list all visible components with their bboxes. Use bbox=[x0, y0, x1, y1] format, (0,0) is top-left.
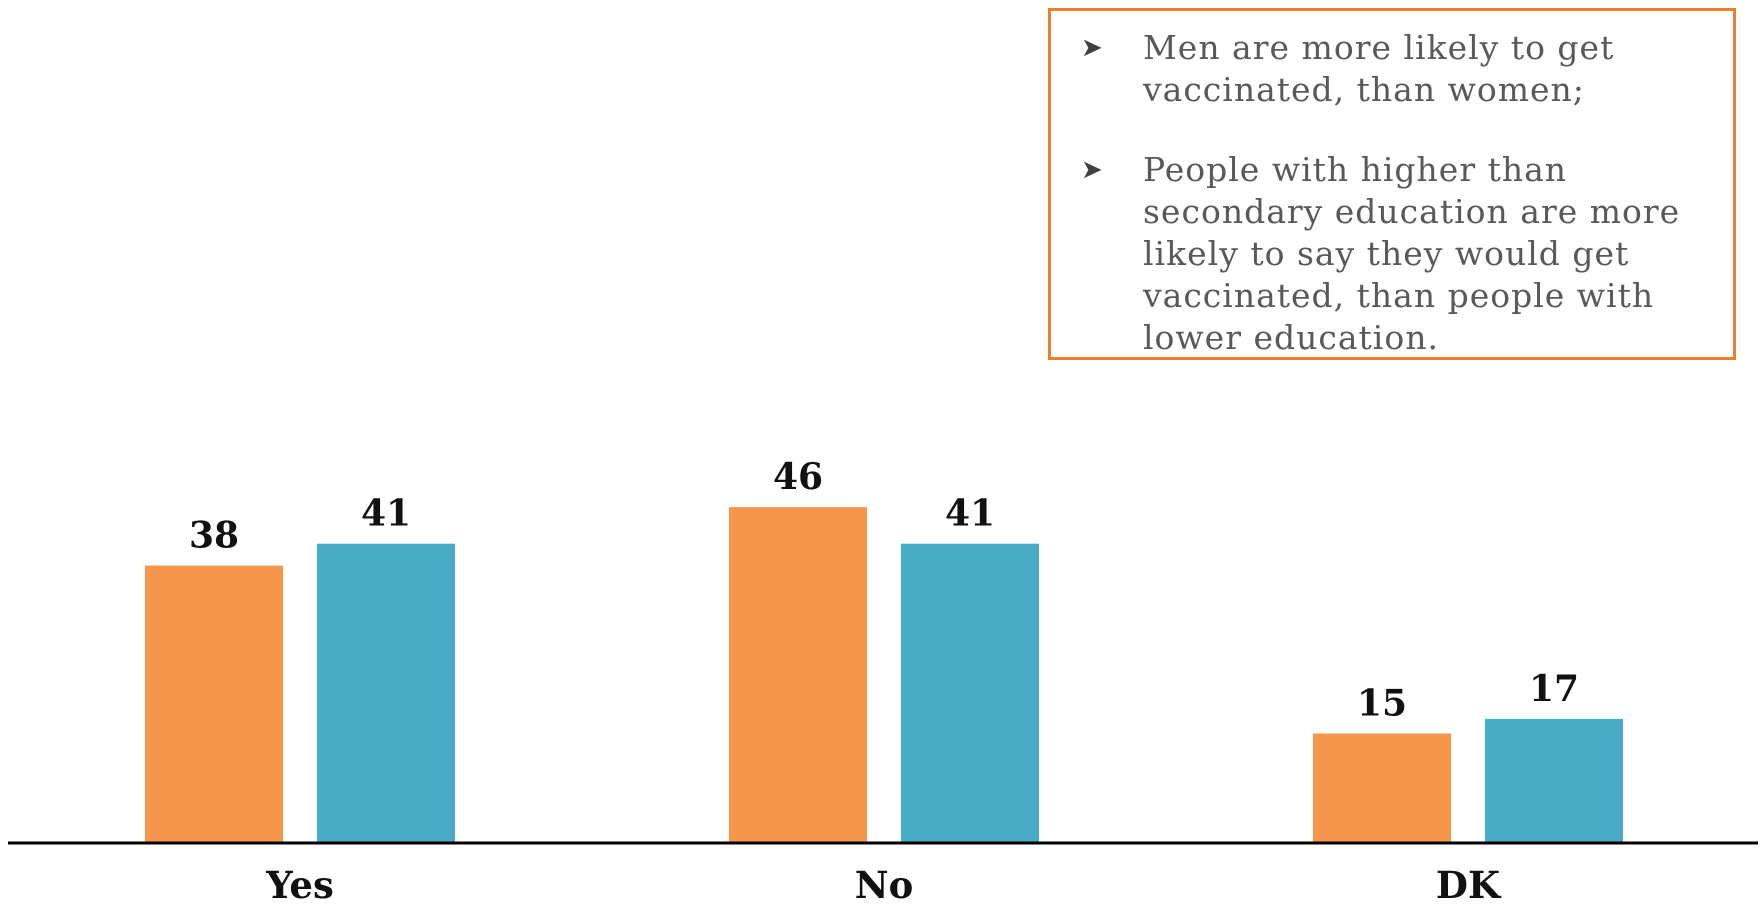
bar-dk-series-2 bbox=[1485, 718, 1623, 843]
annotation-item: ➤ People with higher than secondary educ… bbox=[1071, 149, 1713, 359]
arrowhead-bullet-icon: ➤ bbox=[1081, 155, 1104, 185]
value-label: 15 bbox=[1357, 683, 1407, 725]
bar-yes-series-1 bbox=[145, 565, 283, 843]
category-labels-group: Yes No DK bbox=[265, 863, 1502, 905]
annotation-box: ➤ Men are more likely to get vaccinated,… bbox=[1048, 8, 1736, 360]
bar-dk-series-1 bbox=[1313, 733, 1451, 843]
bar-no-series-1 bbox=[729, 507, 867, 843]
value-labels-group: 38 41 46 41 15 17 bbox=[189, 456, 1579, 724]
value-label: 46 bbox=[773, 456, 823, 498]
category-label-dk: DK bbox=[1436, 863, 1502, 905]
value-label: 38 bbox=[189, 515, 239, 557]
annotation-text: People with higher than secondary educat… bbox=[1143, 150, 1681, 357]
category-label-yes: Yes bbox=[265, 863, 334, 905]
annotation-text: Men are more likely to get vaccinated, t… bbox=[1143, 28, 1615, 109]
bar-yes-series-2 bbox=[317, 543, 455, 843]
value-label: 17 bbox=[1529, 668, 1579, 710]
value-label: 41 bbox=[945, 493, 995, 535]
category-label-no: No bbox=[855, 863, 914, 905]
annotation-item: ➤ Men are more likely to get vaccinated,… bbox=[1071, 27, 1713, 111]
arrowhead-bullet-icon: ➤ bbox=[1081, 33, 1104, 63]
bars-group bbox=[145, 507, 1623, 843]
value-label: 41 bbox=[361, 493, 411, 535]
bar-no-series-2 bbox=[901, 543, 1039, 843]
